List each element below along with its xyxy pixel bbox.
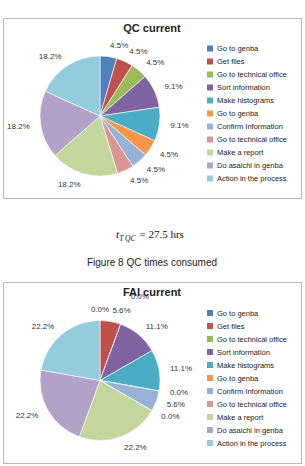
data-label: 4.5% [110,41,128,50]
data-labels: 0.0%5.6%0.0%11.1%11.1%0.0%5.6%0.0%22.2%2… [16,292,192,451]
legend-swatch [207,401,213,407]
figure-caption: Figure 8 QC times consumed [87,257,217,268]
data-label: 0.0% [161,412,179,421]
legend-label: Make histograms [217,96,274,105]
legend-swatch [207,349,213,355]
legend-label: Go to genba [217,109,259,118]
data-label: 0.0% [131,292,149,301]
legend-label: Go to technical office [217,335,287,344]
data-label: 18.2% [39,52,62,61]
legend-swatch [207,388,213,394]
data-label: 11.1% [146,322,168,331]
legend-label: Action in the process [217,174,287,183]
legend-label: Get files [217,322,245,331]
legend-swatch [207,336,213,342]
legend-label: Go to technical office [217,400,287,409]
legend-label: Action in the process [217,439,287,448]
legend-swatch [207,427,213,433]
data-label: 4.5% [130,176,148,185]
data-label: 0.0% [91,305,109,314]
legend-label: Go to genba [217,44,259,53]
pie-slice [45,56,100,116]
legend-label: Sort information [217,83,270,92]
legend-label: Go to technical office [217,135,287,144]
data-labels: 4.5%4.5%4.5%9.1%9.1%4.5%4.5%4.5%18.2%18.… [7,41,188,189]
legend-label: Go to genba [217,374,259,383]
legend-swatch [207,59,213,65]
legend-swatch [207,440,213,446]
data-label: 0.0% [170,388,188,397]
data-label: 5.6% [167,400,185,409]
legend: Go to genba Get files Go to technical offi… [207,44,287,183]
legend-label: Sort information [217,348,270,357]
formula-subscript: T QC [119,234,136,243]
data-label: 11.1% [170,364,192,373]
data-label: 18.2% [7,122,30,131]
legend-swatch [207,176,213,182]
legend-label: Do asaichi in genba [217,161,284,170]
data-label: 9.1% [164,82,182,91]
legend-label: Go to technical office [217,70,287,79]
legend-swatch [207,414,213,420]
legend-label: Go to genba [217,309,259,318]
formula-caption: tT QC= 27.5 hrs [116,228,184,243]
chart: QC current4.5%4.5%4.5%9.1%9.1%4.5%4.5%4.… [4,19,302,199]
legend-label: Confirm Information [217,122,283,131]
chart-frame [4,19,302,199]
data-label: 22.2% [16,411,39,420]
legend-swatch [207,137,213,143]
legend-swatch [207,124,213,130]
chart: FAI current0.0%5.6%0.0%11.1%11.1%0.0%5.6… [4,283,302,464]
legend-swatch [207,98,213,104]
data-label: 9.1% [170,121,188,130]
legend-swatch [207,72,213,78]
pie-slice [40,370,100,437]
figure: QC current4.5%4.5%4.5%9.1%9.1%4.5%4.5%4.… [0,0,305,466]
data-label: 18.2% [58,180,81,189]
legend-swatch [207,150,213,156]
slices [40,56,160,176]
data-label: 4.5% [160,150,178,159]
legend-swatch [207,163,213,169]
chart-title: QC current [123,22,181,34]
legend: Go to genba Get files Go to technical offi… [207,309,287,448]
chart-frame [4,283,302,464]
legend-swatch [207,375,213,381]
legend-label: Confirm Information [217,387,283,396]
legend-label: Get files [217,57,245,66]
data-label: 22.2% [124,443,147,452]
data-label: 5.6% [112,306,130,315]
page: {"chart_data": [ {"type": "pie", "title"… [0,0,305,466]
legend-swatch [207,46,213,52]
formula-text: = 27.5 hrs [140,228,184,240]
legend-swatch [207,85,213,91]
legend-swatch [207,310,213,316]
legend-label: Make a report [217,148,264,157]
legend-swatch [207,111,213,117]
slices [40,321,160,441]
legend-swatch [207,323,213,329]
legend-swatch [207,362,213,368]
legend-label: Make a report [217,413,264,422]
legend-label: Do asaichi in genba [217,426,284,435]
data-label: 4.5% [147,165,165,174]
data-label: 22.2% [32,322,55,331]
legend-label: Make histograms [217,361,274,370]
data-label: 4.5% [129,47,147,56]
data-label: 4.5% [146,58,164,67]
